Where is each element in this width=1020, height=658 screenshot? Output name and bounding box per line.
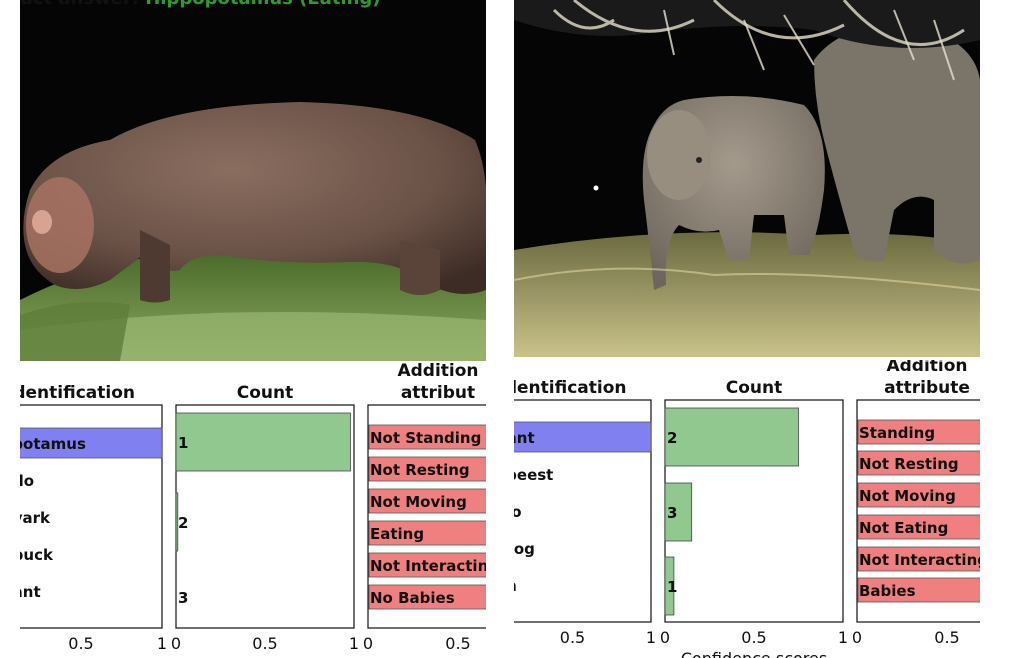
left-count-bar [175,492,179,552]
left-identification-bar [20,427,163,459]
left-attribute-box [368,552,486,578]
left-count-tick: 0 [171,634,181,653]
hippo-photo [20,0,486,361]
right-attribute-label: Not Interacting [859,551,988,569]
answer-title-answer: Hippopotamus (Eating) [145,0,380,9]
left-attribute-label: Not Moving [370,493,467,511]
left-identification-tick: 0.5 [68,634,93,653]
left-attribute-box [368,456,486,482]
right-count-tick: 0 [660,628,670,647]
left-identification-title: Identification [7,383,135,403]
right-attribute-label: Babies [859,582,916,600]
right-attribute-box [857,577,980,603]
right-identification-label: thog [496,540,535,558]
right-attribute-label: Not Resting [859,455,959,473]
left-attribute-label: Not Interacting [370,557,499,575]
right-identification-label: ebeest [496,466,553,484]
left-count-tick: 1 [349,634,359,653]
left-chart-area: Identification opotamus falo dvark hbuck hant… [2,361,499,653]
right-identification-tick: 1 [646,628,656,647]
right-identification-title: Identification [499,378,627,398]
left-identification-label: dvark [2,509,51,527]
left-attribute-box [368,584,486,610]
right-chart-area: Identification hant ebeest alo thog an 0.5 1 Cou… [496,356,988,647]
right-panel-charts: Identification hant ebeest alo thog an 0.5 1 Cou… [496,356,988,647]
right-attribute-box [857,450,980,476]
left-count-label: 3 [178,589,188,607]
left-attribute-label: No Babies [370,589,455,607]
answer-title-prefix: uct answer: [20,0,139,9]
right-identification-label: hant [496,429,535,447]
right-attributes-tick: 0 [852,628,862,647]
right-identification-bar [514,421,652,453]
left-count-tick: 0.5 [252,634,277,653]
left-attribute-label: Not Resting [370,461,470,479]
right-attribute-label: Not Moving [859,487,956,505]
left-panel-charts: Identification opotamus falo dvark hbuck hant… [2,361,499,653]
left-identification-label: hbuck [2,546,54,564]
right-count-title: Count [726,378,783,398]
left-attributes-title-line2: attribut [401,383,475,403]
right-count-bar [664,482,693,542]
left-count-bar [175,412,351,472]
left-identification-label: hant [2,583,41,601]
right-attributes-title-line1: Addition [886,356,967,376]
right-count-tick: 1 [838,628,848,647]
confidence-scores-label: Confidence scores [681,649,827,658]
right-count-bar [664,407,799,467]
right-count-label: 1 [667,578,677,596]
right-attribute-box [857,419,980,445]
right-count-bar [664,556,675,616]
left-attribute-box [368,488,486,514]
left-count-label: 1 [178,434,188,452]
left-attribute-box [368,520,486,546]
right-identification-label: an [496,577,517,595]
right-attributes-title-line2: attribute [884,378,970,398]
left-count-label: 2 [178,514,188,532]
elephant-photo [514,0,980,357]
left-identification-label: opotamus [2,435,86,453]
left-attributes-title-line1: Addition [397,361,478,381]
right-attribute-box [857,546,980,572]
left-attribute-box [368,424,486,450]
left-attribute-label: Not Standing [370,429,481,447]
left-attributes-tick: 0.5 [445,634,470,653]
right-attributes-tick: 0.5 [934,628,959,647]
right-attribute-box [857,514,980,540]
left-identification-tick: 1 [157,634,167,653]
left-attributes-tick: 0 [363,634,373,653]
right-attribute-label: Standing [859,424,935,442]
left-count-title: Count [237,383,294,403]
right-count-label: 2 [667,429,677,447]
left-attribute-label: Eating [370,525,424,543]
answer-title: uct answer: Hippopotamus (Eating) [20,0,381,9]
right-identification-tick: 0.5 [560,628,585,647]
right-attribute-label: Not Eating [859,519,948,537]
left-identification-label: falo [2,472,34,490]
right-attribute-box [857,482,980,508]
right-count-tick: 0.5 [741,628,766,647]
right-identification-label: alo [496,503,522,521]
right-count-label: 3 [667,504,677,522]
